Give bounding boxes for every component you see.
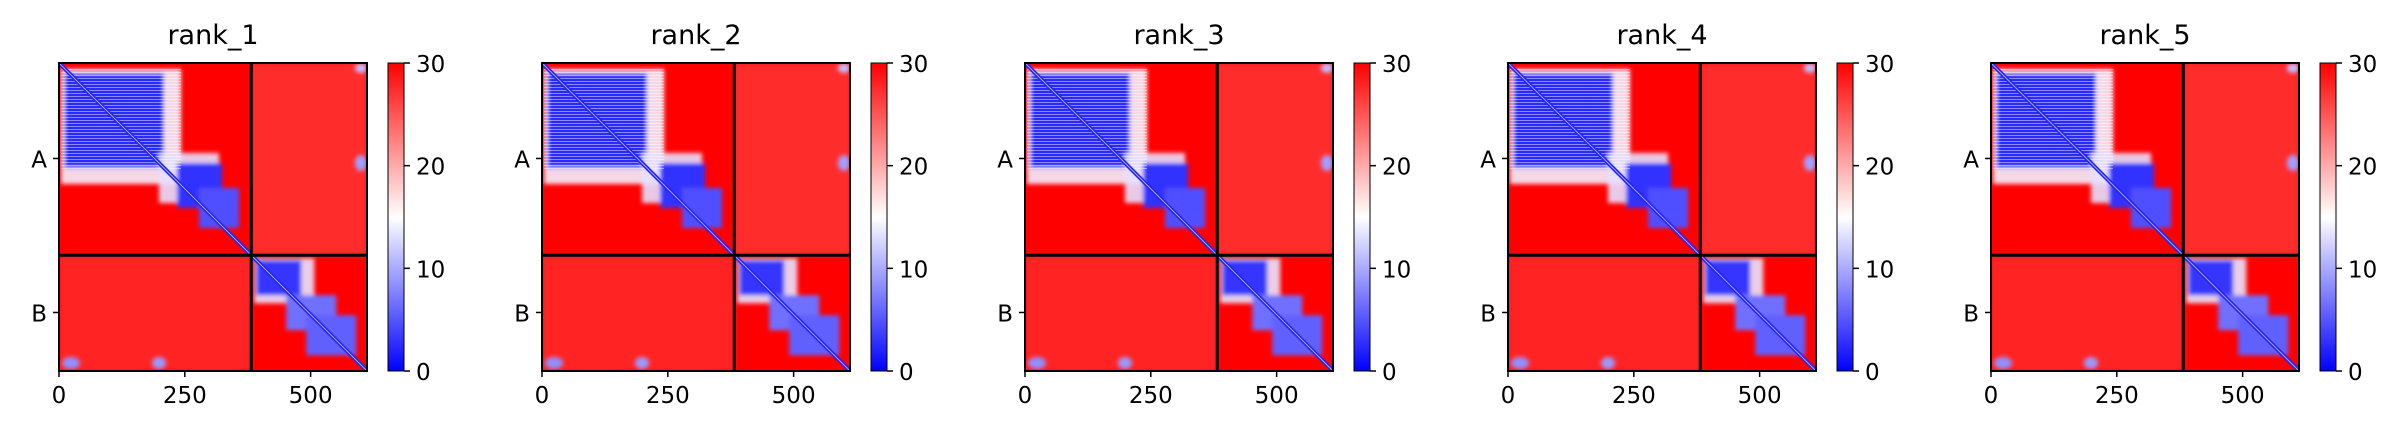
panel-5: rank_5 A B 0 250 500 0 10 20 30 bbox=[1963, 20, 2377, 409]
chain-label: A bbox=[1480, 147, 1496, 173]
x-tick-label: 500 bbox=[772, 383, 816, 409]
plot-frame bbox=[1024, 62, 1334, 372]
colorbar-tick-label: 30 bbox=[1865, 52, 1894, 78]
panel-3: rank_3 A B 0 250 500 0 10 20 30 bbox=[997, 20, 1411, 409]
colorbar bbox=[2319, 62, 2337, 372]
panel-title: rank_2 bbox=[650, 20, 741, 51]
chain-label: A bbox=[31, 147, 47, 173]
panel-2: rank_2 A B 0 250 500 0 10 20 30 bbox=[514, 20, 928, 409]
chain-label: B bbox=[514, 301, 530, 327]
chain-label: A bbox=[997, 147, 1013, 173]
panel-title: rank_4 bbox=[1616, 20, 1707, 51]
x-tick-label: 500 bbox=[289, 383, 333, 409]
colorbar-tick-label: 20 bbox=[416, 155, 445, 181]
chain-label: B bbox=[997, 301, 1013, 327]
colorbar-tick-label: 20 bbox=[2348, 155, 2377, 181]
chain-label: B bbox=[1480, 301, 1496, 327]
colorbar-tick-label: 10 bbox=[2348, 257, 2377, 283]
colorbar bbox=[1836, 62, 1854, 372]
colorbar-tick-label: 10 bbox=[899, 257, 928, 283]
colorbar-tick-label: 0 bbox=[2348, 360, 2363, 386]
x-tick-label: 250 bbox=[2095, 383, 2139, 409]
x-tick-label: 500 bbox=[2221, 383, 2265, 409]
chain-label: A bbox=[514, 147, 530, 173]
plot-frame bbox=[541, 62, 851, 372]
x-tick-label: 250 bbox=[646, 383, 690, 409]
colorbar-tick-label: 10 bbox=[1382, 257, 1411, 283]
pae-heatmap bbox=[1991, 63, 2299, 371]
colorbar-tick-label: 0 bbox=[899, 360, 914, 386]
plot-frame bbox=[1990, 62, 2300, 372]
colorbar bbox=[1353, 62, 1371, 372]
colorbar-tick-label: 30 bbox=[416, 52, 445, 78]
panel-title: rank_5 bbox=[2099, 20, 2190, 51]
chain-label: A bbox=[1963, 147, 1979, 173]
x-tick-label: 0 bbox=[1501, 383, 1516, 409]
colorbar-tick-label: 10 bbox=[1865, 257, 1894, 283]
pae-heatmap bbox=[59, 63, 367, 371]
x-tick-label: 0 bbox=[535, 383, 550, 409]
colorbar-tick-label: 30 bbox=[1382, 52, 1411, 78]
x-tick-label: 250 bbox=[1129, 383, 1173, 409]
x-tick-label: 500 bbox=[1738, 383, 1782, 409]
colorbar-tick-label: 0 bbox=[1865, 360, 1880, 386]
colorbar-tick-label: 0 bbox=[416, 360, 431, 386]
colorbar-tick-label: 10 bbox=[416, 257, 445, 283]
x-tick-label: 250 bbox=[163, 383, 207, 409]
pae-heatmap bbox=[1508, 63, 1816, 371]
panel-title: rank_3 bbox=[1133, 20, 1224, 51]
colorbar bbox=[387, 62, 405, 372]
pae-heatmap bbox=[542, 63, 850, 371]
plot-frame bbox=[1507, 62, 1817, 372]
x-tick-label: 0 bbox=[1018, 383, 1033, 409]
panel-1: rank_1 A B 0 250 500 0 10 20 30 bbox=[31, 20, 445, 409]
panel-title: rank_1 bbox=[167, 20, 258, 51]
x-tick-label: 0 bbox=[52, 383, 67, 409]
x-tick-label: 0 bbox=[1984, 383, 1999, 409]
colorbar-tick-label: 20 bbox=[899, 155, 928, 181]
colorbar-tick-label: 0 bbox=[1382, 360, 1397, 386]
panel-4: rank_4 A B 0 250 500 0 10 20 30 bbox=[1480, 20, 1894, 409]
colorbar-tick-label: 20 bbox=[1382, 155, 1411, 181]
x-tick-label: 250 bbox=[1612, 383, 1656, 409]
colorbar bbox=[870, 62, 888, 372]
pae-heatmap bbox=[1025, 63, 1333, 371]
colorbar-tick-label: 30 bbox=[899, 52, 928, 78]
chain-label: B bbox=[31, 301, 47, 327]
plot-frame bbox=[58, 62, 368, 372]
chain-label: B bbox=[1963, 301, 1979, 327]
colorbar-tick-label: 30 bbox=[2348, 52, 2377, 78]
x-tick-label: 500 bbox=[1255, 383, 1299, 409]
colorbar-tick-label: 20 bbox=[1865, 155, 1894, 181]
